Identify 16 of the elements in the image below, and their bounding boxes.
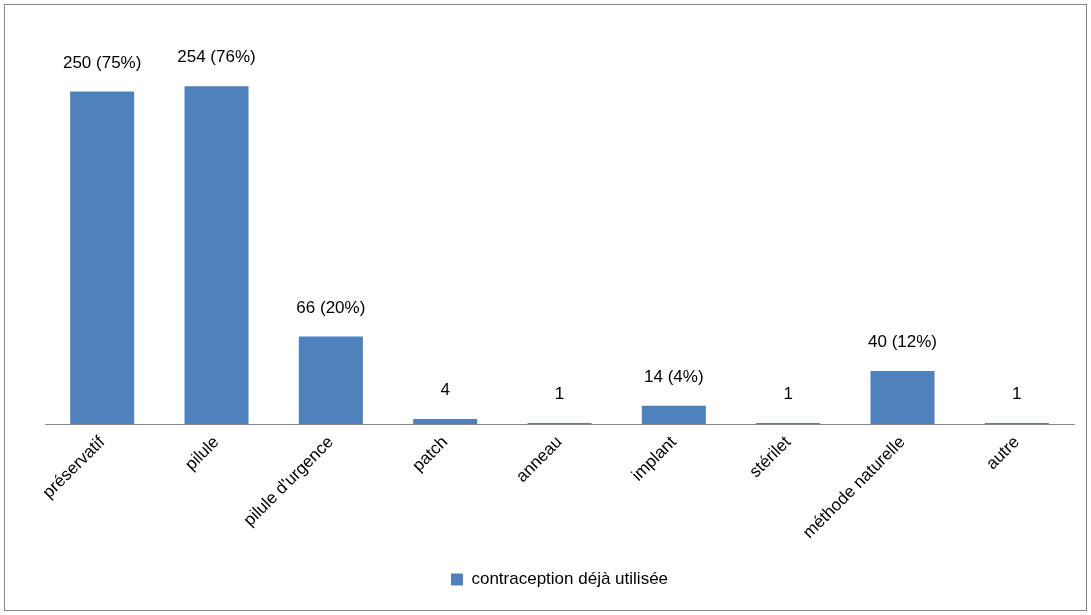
bar bbox=[870, 371, 935, 425]
data-label: 1 bbox=[1012, 384, 1022, 404]
data-label: 66 (20%) bbox=[296, 297, 366, 317]
data-label: 1 bbox=[783, 384, 793, 404]
bar bbox=[184, 86, 249, 425]
data-label: 4 bbox=[440, 380, 450, 400]
legend-label: contraception déjà utilisée bbox=[471, 569, 669, 589]
data-label: 40 (12%) bbox=[868, 332, 937, 352]
data-label: 1 bbox=[554, 384, 565, 404]
data-label: 250 (75%) bbox=[62, 52, 142, 72]
bar bbox=[298, 336, 363, 425]
data-label: 254 (76%) bbox=[177, 47, 256, 67]
bar bbox=[70, 91, 135, 425]
bar bbox=[413, 419, 478, 425]
bar bbox=[641, 405, 706, 425]
data-label: 14 (4%) bbox=[644, 366, 704, 386]
